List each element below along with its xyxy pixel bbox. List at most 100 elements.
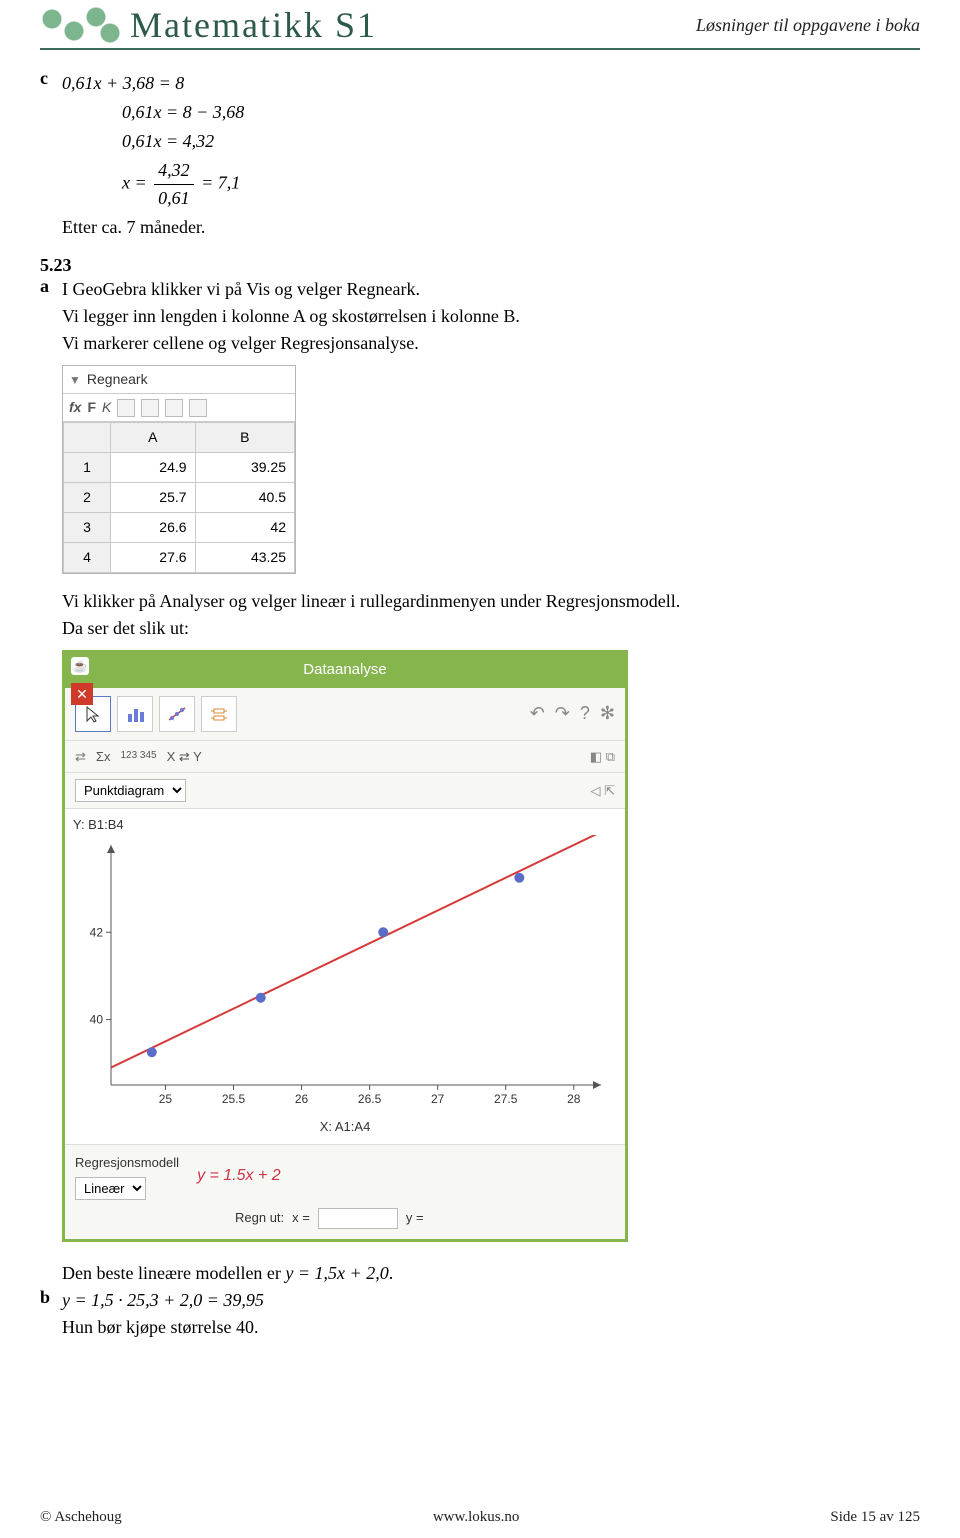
answer-text: Etter ca. 7 måneder. xyxy=(62,214,920,241)
regression-type-select[interactable]: Lineær xyxy=(75,1177,146,1200)
undo-icon[interactable]: ↶ xyxy=(530,700,545,727)
equation-line: x = 4,32 0,61 = 7,1 xyxy=(122,157,920,212)
redo-icon[interactable]: ↷ xyxy=(555,700,570,727)
scatter-plot: 25 25.5 26 26.5 27 27.5 28 40 42 xyxy=(71,835,611,1115)
x-input[interactable] xyxy=(318,1208,398,1229)
panel-title: Dataanalyse xyxy=(303,659,386,682)
eq-result: = 7,1 xyxy=(201,173,240,193)
y-equals-label: y = xyxy=(406,1208,424,1228)
bar-chart-tool-icon[interactable] xyxy=(117,696,153,732)
page-footer: © Aschehoug www.lokus.no Side 15 av 125 xyxy=(40,1509,920,1526)
fraction-denominator: 0,61 xyxy=(154,185,194,212)
y-range-label: Y: B1:B4 xyxy=(71,813,619,835)
spreadsheet-table: A B 1 24.9 39.25 2 25.7 40.5 3 xyxy=(63,422,295,573)
prev-icon[interactable]: ◁ xyxy=(590,783,600,798)
inline-equation: y = 1,5x + 2,0 xyxy=(285,1263,388,1283)
swap-icon[interactable]: ⇄ xyxy=(75,747,86,767)
row-number: 4 xyxy=(64,543,111,573)
sigma-label[interactable]: Σx xyxy=(96,747,111,767)
x-equals-label: x = xyxy=(292,1208,310,1228)
xy-swap-label[interactable]: X ⇄ Y xyxy=(167,747,202,767)
popout-icon[interactable]: ⧉ xyxy=(606,749,615,764)
equation-line: y = 1,5 · 25,3 + 2,0 = 39,95 xyxy=(62,1287,920,1314)
close-icon[interactable]: ✕ xyxy=(71,683,93,705)
col-header xyxy=(64,423,111,453)
toolbar-misc-icon[interactable] xyxy=(189,399,207,417)
page-header: Matematikk S1 Løsninger til oppgavene i … xyxy=(40,0,920,50)
align-right-icon[interactable] xyxy=(165,399,183,417)
body-text: Vi markerer cellene og velger Regresjons… xyxy=(62,330,920,357)
spreadsheet-titlebar: ▼ Regneark xyxy=(63,366,295,394)
cell[interactable]: 26.6 xyxy=(111,513,196,543)
footer-page: Side 15 av 125 xyxy=(830,1509,920,1526)
brand-logo-icon xyxy=(40,5,120,45)
settings-icon[interactable]: ✻ xyxy=(600,700,615,727)
brand: Matematikk S1 xyxy=(40,4,377,46)
exercise-label-b: b xyxy=(40,1287,62,1341)
table-row: 3 26.6 42 xyxy=(64,513,295,543)
footer-copyright: © Aschehoug xyxy=(40,1509,122,1526)
x-range-label: X: A1:A4 xyxy=(71,1115,619,1143)
svg-text:40: 40 xyxy=(90,1012,104,1026)
col-header: A xyxy=(111,423,196,453)
svg-text:42: 42 xyxy=(90,925,104,939)
header-subtitle: Løsninger til oppgavene i boka xyxy=(696,15,920,36)
body-text: Den beste lineære modellen er y = 1,5x +… xyxy=(62,1260,920,1287)
equation-line: 0,61x = 8 − 3,68 xyxy=(122,99,920,126)
scatter-tool-icon[interactable] xyxy=(159,696,195,732)
collapse-left-icon[interactable]: ◧ xyxy=(590,749,602,764)
regression-calc-row: Regn ut: x = y = xyxy=(65,1208,625,1239)
equation-line: 0,61x = 4,32 xyxy=(122,128,920,155)
cell[interactable]: 39.25 xyxy=(195,453,294,483)
cell[interactable]: 40.5 xyxy=(195,483,294,513)
align-left-icon[interactable] xyxy=(117,399,135,417)
cell[interactable]: 25.7 xyxy=(111,483,196,513)
help-icon[interactable]: ? xyxy=(580,700,590,727)
svg-text:27: 27 xyxy=(431,1092,445,1106)
export-icon[interactable]: ⇱ xyxy=(604,783,615,798)
row-number: 1 xyxy=(64,453,111,483)
data-analysis-panel: ☕ ✕ Dataanalyse xyxy=(62,650,628,1242)
spreadsheet-title: Regneark xyxy=(87,369,148,390)
exercise-label-a: a xyxy=(40,276,62,1287)
svg-text:25: 25 xyxy=(159,1092,173,1106)
col-header: B xyxy=(195,423,294,453)
chart-type-select[interactable]: Punktdiagram xyxy=(75,779,186,802)
panel-secondary-bar: ⇄ Σx 123 345 X ⇄ Y ◧ ⧉ xyxy=(65,741,625,774)
chart-type-row: Punktdiagram ◁ ⇱ xyxy=(65,773,625,809)
cell[interactable]: 27.6 xyxy=(111,543,196,573)
cell[interactable]: 43.25 xyxy=(195,543,294,573)
svg-text:27.5: 27.5 xyxy=(494,1092,518,1106)
footer-url: www.lokus.no xyxy=(433,1509,520,1526)
calc-label: Regn ut: xyxy=(235,1208,284,1228)
body-text: Da ser det slik ut: xyxy=(62,615,920,642)
body-text: Vi legger inn lengden i kolonne A og sko… xyxy=(62,303,920,330)
cell[interactable]: 24.9 xyxy=(111,453,196,483)
brand-title: Matematikk S1 xyxy=(130,4,377,46)
regression-row: Regresjonsmodell Lineær y = 1.5x + 2 xyxy=(65,1144,625,1208)
table-row: 1 24.9 39.25 xyxy=(64,453,295,483)
toolbar-k[interactable]: K xyxy=(102,397,111,418)
panel-toolbar: ↶ ↷ ? ✻ xyxy=(65,688,625,741)
exercise-label-c: c xyxy=(40,68,62,241)
text-fragment: . xyxy=(389,1263,394,1283)
align-center-icon[interactable] xyxy=(141,399,159,417)
eq-prefix: x = xyxy=(122,173,147,193)
svg-text:26: 26 xyxy=(295,1092,309,1106)
toolbar-f[interactable]: F xyxy=(87,397,96,418)
regression-equation: y = 1.5x + 2 xyxy=(197,1164,281,1188)
svg-text:25.5: 25.5 xyxy=(222,1092,246,1106)
num-label[interactable]: 123 345 xyxy=(120,751,156,761)
panel-titlebar: ☕ ✕ Dataanalyse xyxy=(65,653,625,688)
plot-area: Y: B1:B4 25 25.5 26 26.5 27 27.5 28 40 42 X: A1:… xyxy=(65,809,625,1144)
cell[interactable]: 42 xyxy=(195,513,294,543)
collapse-icon[interactable]: ▼ xyxy=(69,371,81,389)
fx-label: fx xyxy=(69,397,81,418)
java-icon: ☕ xyxy=(71,657,89,675)
row-number: 2 xyxy=(64,483,111,513)
svg-text:28: 28 xyxy=(567,1092,581,1106)
exercise-number: 5.23 xyxy=(40,255,90,276)
svg-text:26.5: 26.5 xyxy=(358,1092,382,1106)
spreadsheet-panel: ▼ Regneark fx F K A B xyxy=(62,365,296,574)
boxplot-tool-icon[interactable] xyxy=(201,696,237,732)
